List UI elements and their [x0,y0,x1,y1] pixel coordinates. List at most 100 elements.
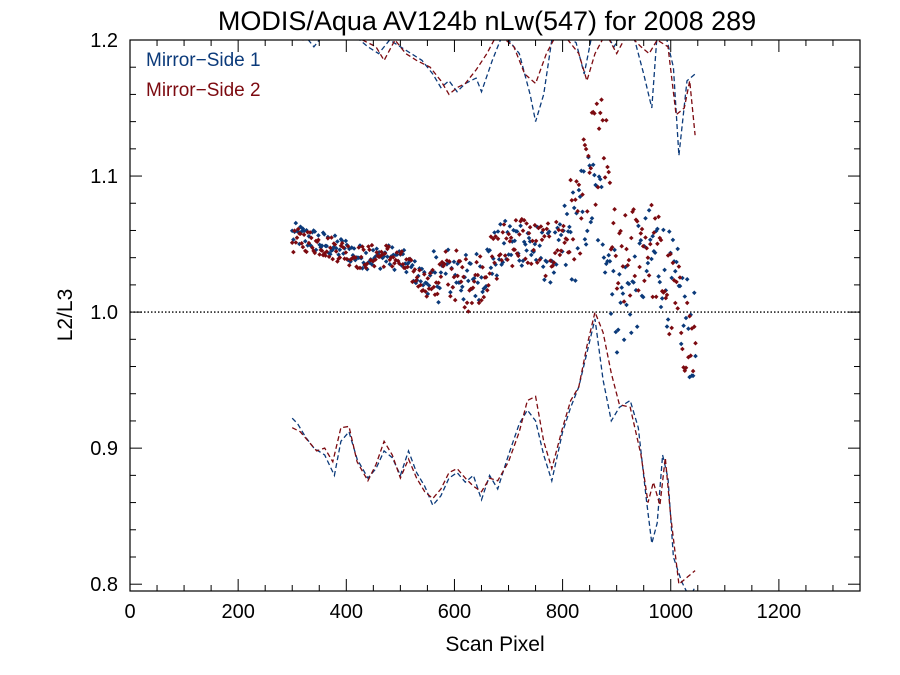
series-2-point [501,222,507,227]
series-1-point [675,246,680,252]
series-2-point [651,230,657,235]
series-1-point [401,247,407,253]
series-2-point [581,137,586,142]
series-2-point [485,288,490,293]
series-2-point [387,257,393,263]
series-2-point [495,236,501,242]
series-2-point [681,365,686,370]
chart-title: MODIS/Aqua AV124b nLw(547) for 2008 289 [218,6,756,36]
series-1-point [558,232,564,238]
series-2-point [412,267,418,272]
series-2-point [612,207,617,212]
series-2-point [493,234,498,239]
series-2-point [575,208,580,214]
y-tick-label: 1.1 [90,166,118,188]
series-2-point [391,254,396,260]
series-1-point [498,222,503,227]
series-2-point [580,192,585,197]
series-2-point [670,260,676,266]
series-2-point [449,266,454,272]
series-2-point [469,300,475,306]
series-2-point [431,284,437,290]
y-tick-labels: 0.8 0.9 1.0 1.1 1.2 [90,30,118,596]
series-1-point [461,297,466,302]
series-2-point [526,230,532,236]
series-1-point [582,237,588,242]
series-2-point [521,218,527,223]
series-1-point [473,293,478,299]
series-2-point [450,285,456,290]
series-2-point [637,264,642,270]
x-tick-label: 200 [221,601,254,623]
series-1-point [636,223,641,229]
series-2-point [606,169,611,175]
series-2-point [520,228,526,233]
series-2-point [443,249,448,254]
series-2-point [668,251,673,257]
series-2-point [678,330,684,336]
series-2-point [569,198,575,203]
series-1-point [317,242,322,248]
series-2-point [518,218,523,224]
series-2-lower-bound-line [291,309,696,586]
series-1-point [574,210,579,216]
series-2-point [338,243,344,249]
series-1-point [631,280,636,285]
series-2-point [499,257,504,263]
series-1-point [443,271,448,276]
series-2-point [588,165,594,171]
series-1-point [523,242,528,247]
series-2-point [530,238,535,244]
series-2-point [333,249,339,254]
series-2-point [330,256,335,262]
series-1-point [437,285,442,291]
series-2-point [374,250,379,255]
series-1-point [309,243,314,249]
series-1-point [363,250,369,256]
x-tick-label: 400 [330,601,363,623]
series-1-point [397,249,402,254]
series-1-point [682,294,688,299]
series-2-point [366,244,371,249]
series-1-point [667,229,672,234]
series-1-point [627,312,633,317]
series-2-point [531,247,536,253]
series-2-point [629,235,634,241]
series-2-point [595,184,601,190]
series-1-point [410,262,415,268]
series-2-point [562,240,567,245]
series-1-point [435,284,440,289]
series-2-point [422,272,427,277]
series-1-point [540,264,546,269]
scatter-points [289,97,698,380]
series-2-point [444,258,450,263]
series-2-point [592,111,597,116]
series-1-point [602,270,608,275]
series-2-point [675,306,680,311]
series-1-point [493,262,498,267]
series-1-point [581,169,586,174]
series-1-point [606,252,611,258]
series-2-point [483,274,489,280]
series-2-point [358,254,364,260]
series-1-point [298,224,303,230]
series-2-point [425,276,431,281]
legend-item-mirror-side-2: Mirror−Side 2 [146,80,261,101]
series-1-point [502,218,508,224]
series-2-point [513,218,519,223]
series-2-point [381,264,387,269]
series-1-point [632,254,638,259]
series-2-point [634,219,640,224]
series-1-point [645,260,651,266]
series-1-point [620,291,626,296]
series-2-point [669,325,674,331]
series-2-point [512,247,517,252]
series-1-point [626,281,632,287]
series-1-point [310,230,315,235]
series-1-point [567,224,572,230]
series-1-point [596,174,602,179]
series-2-point [535,260,540,265]
series-2-point [329,235,334,240]
series-2-point [605,164,610,170]
series-2-point [653,294,659,300]
